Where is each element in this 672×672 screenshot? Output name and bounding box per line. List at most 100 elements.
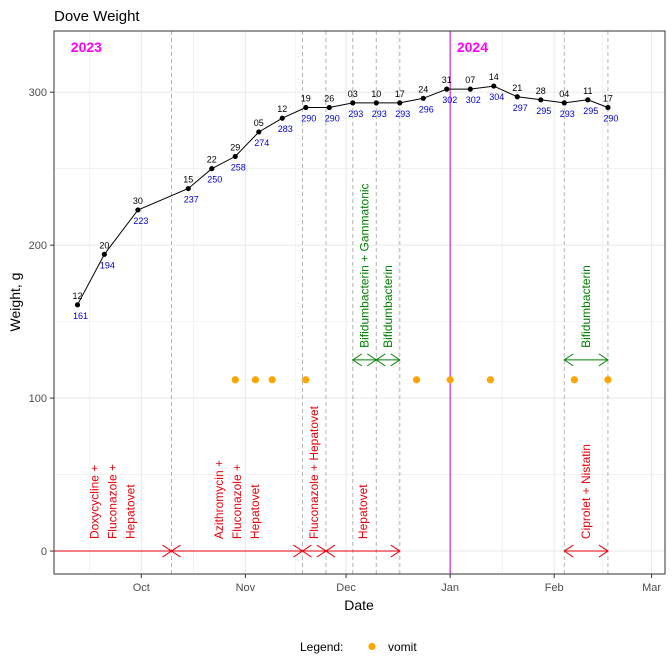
treatment-arrowhead-start xyxy=(325,544,336,558)
weight-point xyxy=(135,207,141,213)
point-day-label: 14 xyxy=(489,72,499,82)
weight-point xyxy=(185,185,191,192)
vomit-point xyxy=(604,376,612,384)
y-axis-ticks: 0 100 200 300 xyxy=(29,87,54,558)
point-weight-label: 237 xyxy=(184,195,199,205)
vomit-point xyxy=(570,376,578,384)
year-markers: 2023 2024 xyxy=(71,31,488,574)
weight-point xyxy=(74,302,81,308)
weight-point xyxy=(397,100,403,106)
vomit-point xyxy=(302,376,310,384)
point-day-label: 21 xyxy=(512,83,522,93)
treatment-label: Ciprolet + Nistatin xyxy=(579,444,593,539)
point-weight-label: 293 xyxy=(560,109,575,119)
legend-key-vomit xyxy=(368,642,376,651)
chart-title: Dove Weight xyxy=(54,8,140,25)
treatment-arrowhead-end xyxy=(598,353,609,367)
weight-point xyxy=(209,166,215,172)
point-day-label: 30 xyxy=(133,196,143,206)
treatment-arrowhead-start xyxy=(170,544,181,558)
point-weight-label: 223 xyxy=(133,216,148,226)
x-tick-label: Nov xyxy=(236,582,256,594)
y-tick-label: 100 xyxy=(29,393,47,405)
point-day-label: 19 xyxy=(301,93,311,103)
treatment-annotation: Azithromycin + Fluconazole + Hepatovet xyxy=(170,460,304,558)
legend-label-vomit: vomit xyxy=(388,640,417,654)
weight-point xyxy=(326,104,332,111)
treatment-label: Bifidumbacterin + Gammatonic xyxy=(358,183,372,347)
point-weight-label: 283 xyxy=(278,124,293,134)
vomit-point xyxy=(412,376,421,384)
weight-point xyxy=(561,100,567,106)
x-tick-label: Feb xyxy=(545,582,564,594)
treatment-arrowhead-start xyxy=(375,353,386,367)
point-day-label: 10 xyxy=(371,89,381,99)
vomit-point xyxy=(251,376,260,384)
y-tick-label: 200 xyxy=(29,240,47,252)
weight-point xyxy=(444,86,450,92)
point-weight-label: 296 xyxy=(419,104,434,114)
treatment-label: Hepatovet xyxy=(356,484,370,539)
point-day-label: 17 xyxy=(603,93,613,103)
point-day-label: 11 xyxy=(583,86,592,96)
treatment-arrowhead-end xyxy=(598,544,609,558)
treatment-arrowhead-start xyxy=(301,544,312,558)
vomit-point xyxy=(231,376,239,384)
point-day-label: 22 xyxy=(207,155,217,165)
point-weight-label: 250 xyxy=(207,175,222,185)
treatment-label: Fluconazole + xyxy=(230,464,244,539)
x-tick-label: Dec xyxy=(336,582,356,594)
point-day-label: 12 xyxy=(277,104,287,114)
weight-point xyxy=(256,129,262,135)
point-day-label: 28 xyxy=(536,86,546,96)
treatment-arrowhead-end xyxy=(390,353,401,367)
vomit-point xyxy=(268,376,276,384)
weight-point xyxy=(538,97,544,103)
treatment-arrowhead-end xyxy=(390,544,401,558)
y-tick-label: 0 xyxy=(41,546,47,558)
weight-point xyxy=(303,104,309,111)
treatment-annotations: Doxycycline + Fluconazole + Hepatovet Azith… xyxy=(54,183,609,558)
treatment-label: Bifidumbacterin xyxy=(381,265,395,348)
point-day-label: 20 xyxy=(99,240,109,250)
treatment-label: Azithromycin + xyxy=(212,460,226,539)
legend: Legend: vomit xyxy=(300,640,417,654)
weight-point xyxy=(101,251,107,257)
point-day-label: 17 xyxy=(395,89,405,99)
point-day-label: 24 xyxy=(418,84,428,94)
weight-point xyxy=(467,86,473,92)
treatment-annotation: Bifidumbacterin xyxy=(375,265,401,367)
point-weight-label: 302 xyxy=(442,95,457,105)
treatment-label: Doxycycline + xyxy=(88,465,102,539)
point-weight-label: 295 xyxy=(536,106,551,116)
point-day-label: 03 xyxy=(348,89,358,99)
treatment-annotation: Fluconazole + Hepatovet xyxy=(301,405,327,558)
weight-point xyxy=(279,115,285,121)
weight-series xyxy=(74,83,611,308)
weight-point xyxy=(373,100,379,106)
x-tick-label: Jan xyxy=(441,582,459,594)
point-weight-label: 304 xyxy=(489,92,504,102)
point-weight-label: 290 xyxy=(301,113,316,123)
x-tick-label: Mar xyxy=(642,582,661,594)
point-weight-label: 161 xyxy=(73,311,88,321)
point-weight-label: 290 xyxy=(325,113,340,123)
x-axis-ticks: Oct Nov Dec Jan Feb Mar xyxy=(133,574,661,594)
point-weight-label: 274 xyxy=(254,138,269,148)
point-day-label: 29 xyxy=(230,142,240,152)
point-day-label: 26 xyxy=(324,93,334,103)
point-day-label: 05 xyxy=(254,118,264,128)
vomit-point xyxy=(446,376,454,384)
treatment-arrowhead-start xyxy=(563,544,574,558)
weight-point xyxy=(491,83,497,89)
x-tick-label: Oct xyxy=(133,582,150,594)
y-axis-title: Weight, g xyxy=(7,273,23,332)
treatment-annotation: Hepatovet xyxy=(325,484,401,558)
weight-point xyxy=(350,100,356,106)
point-weight-label: 297 xyxy=(513,103,528,113)
treatment-arrowhead-start xyxy=(563,353,574,367)
point-weight-label: 194 xyxy=(100,260,115,270)
weight-point xyxy=(605,104,611,111)
vomit-events xyxy=(231,376,612,384)
